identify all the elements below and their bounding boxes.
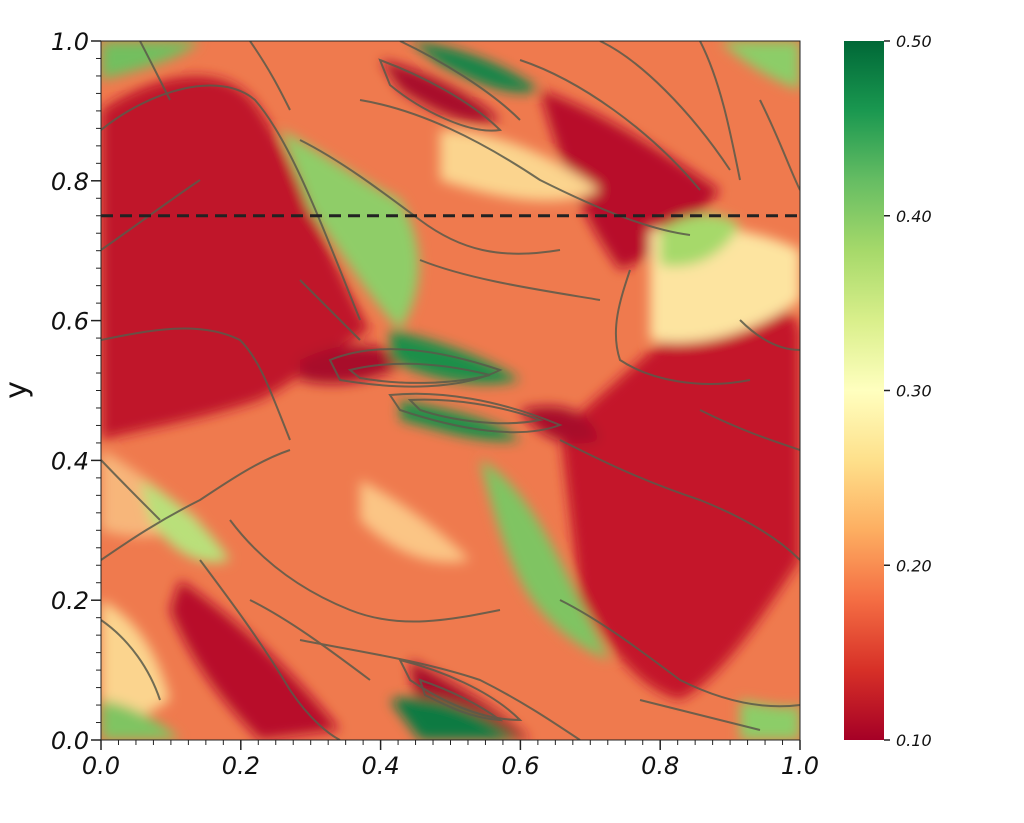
contour-line (398, 658, 523, 722)
contour-line (101, 449, 291, 561)
contour-line (328, 348, 503, 388)
contour-line (139, 41, 171, 101)
contour-line (101, 459, 161, 521)
contour-line (378, 58, 503, 132)
field-region (280, 130, 419, 330)
contour-line (418, 678, 504, 722)
contour-line (199, 559, 341, 740)
x-tick-label: 1.0 (781, 752, 819, 780)
contour-line (229, 519, 501, 623)
y-tick-label: 0.8 (51, 168, 89, 196)
contour-line (249, 599, 371, 681)
field-region (390, 697, 520, 740)
contour-line (299, 279, 361, 341)
contour-line (101, 619, 161, 701)
contour-line (419, 259, 601, 301)
contour-line (759, 99, 800, 191)
contour-line (407, 398, 544, 425)
y-tick-label: 1.0 (51, 28, 89, 56)
contour-line (388, 392, 563, 434)
contour-line (559, 439, 800, 561)
field-region (101, 700, 180, 740)
field-region (720, 41, 800, 90)
x-axis: 0.0 0.2 0.4 0.6 0.8 1.0 (82, 740, 819, 780)
colorbar-ticks: 0.10 0.20 0.30 0.40 0.50 (884, 32, 932, 750)
heatmap-field (101, 41, 800, 740)
colorbar-gradient (844, 41, 884, 740)
x-tick-label: 0.0 (82, 752, 120, 780)
colorbar-tick-label: 0.40 (896, 207, 932, 226)
colorbar-tick-label: 0.20 (896, 556, 932, 575)
colorbar: 0.10 0.20 0.30 0.40 0.50 (844, 32, 932, 750)
contour-line (299, 139, 561, 255)
y-axis: 0.0 0.2 0.4 0.6 0.8 1.0 (51, 28, 101, 755)
contour-line (101, 84, 361, 321)
y-tick-label: 0.6 (51, 308, 89, 336)
contour-line (559, 599, 800, 708)
field-region (440, 130, 600, 201)
contour-line (299, 639, 581, 740)
contour-line (399, 41, 521, 121)
x-tick-label: 0.2 (222, 752, 260, 780)
contour-line (739, 319, 800, 351)
x-tick-label: 0.8 (641, 752, 679, 780)
field-region (360, 480, 470, 563)
colorbar-tick-label: 0.10 (896, 731, 932, 750)
contour-line (614, 269, 751, 385)
field-region (410, 41, 540, 93)
x-tick-label: 0.4 (362, 752, 400, 780)
contour-line (347, 362, 491, 384)
field-region (101, 76, 370, 440)
field-region (140, 480, 230, 563)
contour-line (101, 327, 291, 441)
heatmap-regions (101, 41, 800, 740)
y-axis-label: y (0, 381, 34, 399)
field-region (380, 60, 500, 123)
field-region (740, 700, 800, 740)
contour-line (519, 59, 701, 191)
x-tick-label: 0.6 (501, 752, 539, 780)
colorbar-tick-label: 0.50 (896, 32, 932, 51)
field-region (660, 214, 740, 267)
contour-lines (101, 41, 800, 740)
y-tick-label: 0.4 (51, 447, 89, 475)
contour-line (599, 41, 731, 171)
contour-line (699, 41, 741, 181)
y-tick-label: 0.2 (51, 587, 89, 615)
y-tick-label: 0.0 (51, 727, 89, 755)
contour-line (249, 41, 291, 111)
contour-line (639, 699, 761, 731)
contour-line (359, 99, 691, 236)
field-region (300, 345, 410, 384)
field-region (560, 296, 800, 700)
contour-line (699, 409, 800, 451)
colorbar-tick-label: 0.30 (896, 382, 932, 401)
